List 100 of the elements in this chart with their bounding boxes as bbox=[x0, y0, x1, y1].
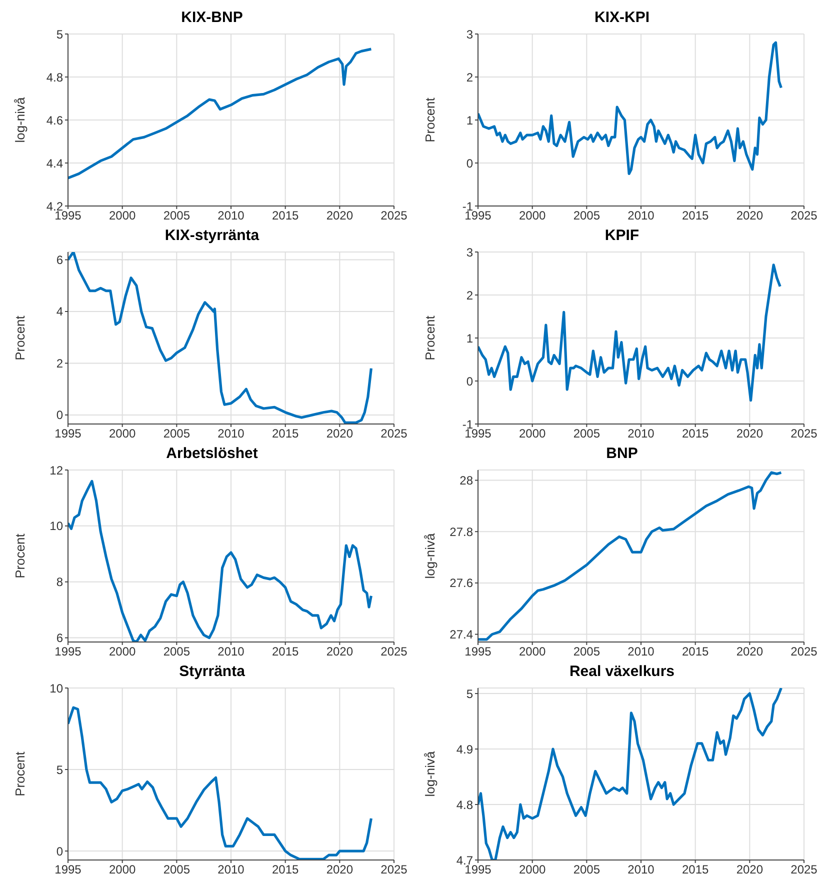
y-tick-label: 3 bbox=[466, 27, 474, 42]
y-tick-label: 28 bbox=[460, 474, 474, 488]
x-tick-label: 2000 bbox=[108, 426, 136, 441]
x-tick-label: 2025 bbox=[790, 644, 818, 659]
y-axis-title: Procent bbox=[12, 751, 28, 796]
x-tick-label: 2015 bbox=[272, 426, 300, 441]
y-tick-label: 2 bbox=[466, 70, 474, 84]
x-tick-label: 2015 bbox=[682, 208, 710, 223]
chart-title: Arbetslöshet bbox=[165, 444, 259, 464]
x-tick-label: 2020 bbox=[736, 644, 764, 659]
x-tick-label: 2000 bbox=[518, 208, 546, 223]
x-tick-label: 2005 bbox=[163, 644, 190, 659]
x-tick-label: 2020 bbox=[326, 862, 354, 877]
x-tick-label: 2005 bbox=[573, 862, 600, 877]
line-series bbox=[478, 264, 782, 402]
x-tick-label: 2000 bbox=[518, 426, 546, 441]
y-tick-label: 6 bbox=[56, 631, 64, 646]
line-series bbox=[68, 706, 372, 860]
y-tick-label: 12 bbox=[50, 463, 64, 478]
x-tick-label: 2005 bbox=[163, 208, 190, 223]
y-axis-title: log-nivå bbox=[422, 750, 438, 797]
y-axis-title: Procent bbox=[12, 315, 28, 360]
x-tick-label: 2005 bbox=[163, 426, 190, 441]
y-tick-label: 0 bbox=[466, 156, 474, 170]
x-tick-label: 2000 bbox=[108, 862, 136, 877]
y-tick-label: 8 bbox=[56, 575, 64, 590]
x-tick-label: 2010 bbox=[218, 208, 245, 223]
chart-title: Styrränta bbox=[178, 662, 246, 682]
y-tick-label: 27.8 bbox=[450, 524, 474, 539]
x-tick-label: 1995 bbox=[54, 644, 82, 659]
x-tick-label: 1995 bbox=[54, 862, 82, 877]
x-tick-label: 2025 bbox=[790, 862, 818, 877]
y-axis-title: Procent bbox=[422, 97, 438, 142]
x-tick-label: 2020 bbox=[736, 208, 764, 223]
y-tick-label: 2 bbox=[56, 356, 64, 370]
x-tick-label: 2020 bbox=[736, 862, 764, 877]
chart-title: BNP bbox=[605, 444, 639, 464]
y-tick-label: 0 bbox=[56, 408, 64, 422]
chart-title: Real växelkurs bbox=[568, 662, 676, 682]
y-tick-label: 4.8 bbox=[456, 798, 474, 812]
x-tick-label: 2010 bbox=[628, 862, 655, 877]
y-tick-label: 0 bbox=[466, 374, 474, 388]
x-tick-label: 2010 bbox=[628, 208, 655, 223]
line-series bbox=[68, 480, 372, 642]
x-tick-label: 2010 bbox=[218, 644, 245, 659]
x-tick-label: 2000 bbox=[108, 644, 136, 659]
x-tick-label: 2010 bbox=[218, 862, 245, 877]
x-tick-label: 2015 bbox=[682, 862, 710, 877]
x-tick-label: 2015 bbox=[682, 426, 710, 441]
y-tick-label: 5 bbox=[56, 27, 64, 42]
y-tick-label: 5 bbox=[466, 686, 474, 701]
y-tick-label: 27.6 bbox=[450, 576, 474, 590]
chart-title: KIX-KPI bbox=[593, 8, 650, 28]
y-axis-title: log-nivå bbox=[12, 96, 28, 143]
x-tick-label: 1995 bbox=[54, 426, 82, 441]
x-tick-label: 2015 bbox=[272, 862, 300, 877]
y-tick-label: 10 bbox=[50, 519, 64, 534]
y-tick-label: 4.8 bbox=[46, 70, 64, 84]
x-tick-label: 2020 bbox=[326, 426, 354, 441]
y-tick-label: 1 bbox=[466, 331, 474, 346]
y-tick-label: 0 bbox=[56, 844, 64, 858]
y-tick-label: 4.9 bbox=[456, 742, 474, 756]
y-tick-label: 6 bbox=[56, 253, 64, 268]
x-tick-label: 2015 bbox=[272, 208, 300, 223]
y-axis-title: Procent bbox=[422, 315, 438, 360]
chart-title: KPIF bbox=[604, 226, 640, 246]
x-tick-label: 2005 bbox=[573, 426, 600, 441]
line-series bbox=[478, 41, 782, 176]
x-tick-label: 2015 bbox=[272, 644, 300, 659]
x-tick-label: 2005 bbox=[163, 862, 190, 877]
x-tick-label: 2025 bbox=[790, 208, 818, 223]
y-tick-label: 4.6 bbox=[46, 113, 64, 128]
y-tick-label: 2 bbox=[466, 288, 474, 302]
x-tick-label: 2000 bbox=[518, 862, 546, 877]
x-tick-label: 2025 bbox=[380, 208, 408, 223]
x-tick-label: 2000 bbox=[518, 644, 546, 659]
y-tick-label: 27.4 bbox=[450, 628, 474, 642]
y-tick-label: 1 bbox=[466, 113, 474, 128]
x-tick-label: 2020 bbox=[326, 208, 354, 223]
x-tick-label: 2020 bbox=[326, 644, 354, 659]
y-tick-label: 4 bbox=[56, 304, 64, 319]
x-tick-label: 1995 bbox=[464, 644, 492, 659]
y-tick-label: 4.4 bbox=[46, 156, 64, 170]
x-tick-label: 2025 bbox=[380, 426, 408, 441]
y-tick-label: 3 bbox=[466, 245, 474, 260]
y-tick-label: 10 bbox=[50, 681, 64, 696]
x-tick-label: 2025 bbox=[380, 862, 408, 877]
x-tick-label: 2010 bbox=[628, 644, 655, 659]
x-tick-label: 2010 bbox=[218, 426, 245, 441]
chart-title: KIX-styrränta bbox=[164, 226, 260, 246]
x-tick-label: 2025 bbox=[790, 426, 818, 441]
y-axis-title: Procent bbox=[12, 533, 28, 578]
line-series bbox=[68, 48, 372, 180]
x-tick-label: 2015 bbox=[682, 644, 710, 659]
x-tick-label: 2025 bbox=[380, 644, 408, 659]
chart-title: KIX-BNP bbox=[180, 8, 244, 28]
x-tick-label: 2020 bbox=[736, 426, 764, 441]
x-tick-label: 2010 bbox=[628, 426, 655, 441]
x-tick-label: 2000 bbox=[108, 208, 136, 223]
y-axis-title: log-nivå bbox=[422, 532, 438, 579]
